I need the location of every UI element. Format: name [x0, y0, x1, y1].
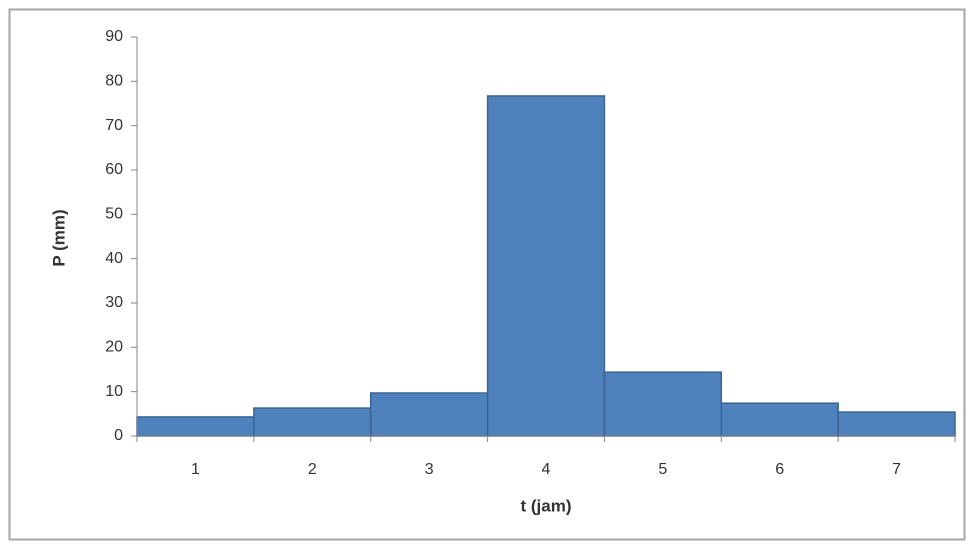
- y-tick-label: 10: [105, 383, 123, 400]
- y-tick-label: 70: [105, 117, 123, 134]
- y-tick-label: 20: [105, 339, 123, 356]
- y-tick-label: 50: [105, 206, 123, 223]
- x-axis-title: t (jam): [521, 496, 572, 515]
- bar: [486, 95, 606, 437]
- y-tick-label: 60: [105, 161, 123, 178]
- x-tick-label: 1: [191, 461, 200, 478]
- y-tick-label: 0: [114, 427, 123, 444]
- x-tick-label: 4: [542, 461, 551, 478]
- bar: [720, 402, 839, 437]
- bar: [136, 416, 255, 437]
- bar: [253, 407, 372, 437]
- x-tick-label: 7: [892, 461, 901, 478]
- y-tick-label: 40: [105, 250, 123, 267]
- y-tick-label: 90: [105, 28, 123, 45]
- x-tick-label: 6: [775, 461, 784, 478]
- x-tick-label: 3: [425, 461, 434, 478]
- bar: [369, 392, 489, 437]
- x-tick-label: 5: [658, 461, 667, 478]
- x-tick-label: 2: [308, 461, 317, 478]
- y-tick-label: 30: [105, 294, 123, 311]
- y-tick-label: 80: [105, 73, 123, 90]
- y-axis-title: P (mm): [49, 209, 68, 266]
- bar: [603, 371, 723, 437]
- bar: [837, 411, 956, 437]
